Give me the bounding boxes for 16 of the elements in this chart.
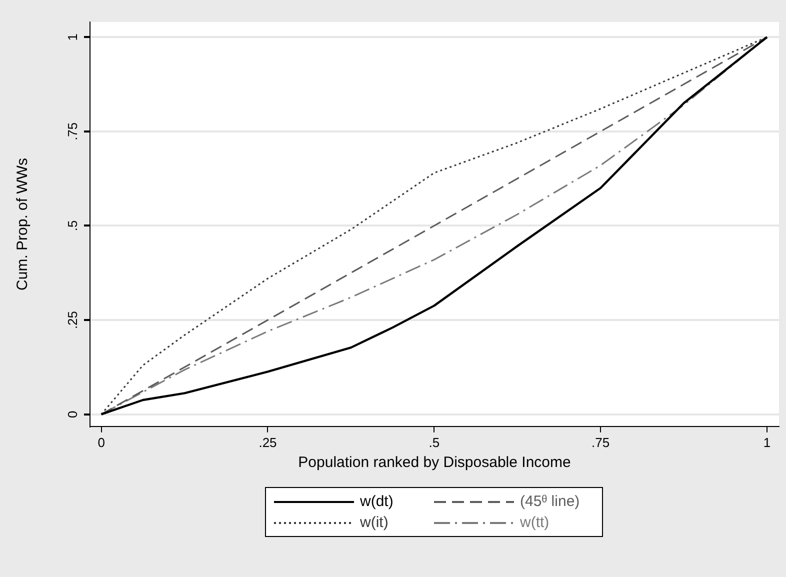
y-tick-label: 1 (65, 33, 80, 41)
x-tick-label: 1 (763, 434, 771, 450)
x-tick-label: .75 (592, 434, 610, 450)
text: w(tt) (520, 514, 550, 531)
y-tick-label: .5 (65, 220, 80, 232)
y-tick-label: 0 (65, 410, 80, 418)
x-tick-label: .25 (258, 434, 277, 450)
x-tick-label: .5 (428, 434, 440, 450)
text: w(it) (360, 514, 388, 531)
y-axis-title: Cum. Prop. of WWs (14, 158, 32, 290)
text: (45ᶿ line) (520, 493, 580, 510)
text: w(dt) (360, 493, 394, 510)
y-tick-label: .25 (65, 310, 80, 330)
y-tick-label: .75 (65, 122, 80, 140)
x-axis-title: Population ranked by Disposable Income (298, 454, 571, 472)
x-tick-label: 0 (98, 434, 105, 450)
